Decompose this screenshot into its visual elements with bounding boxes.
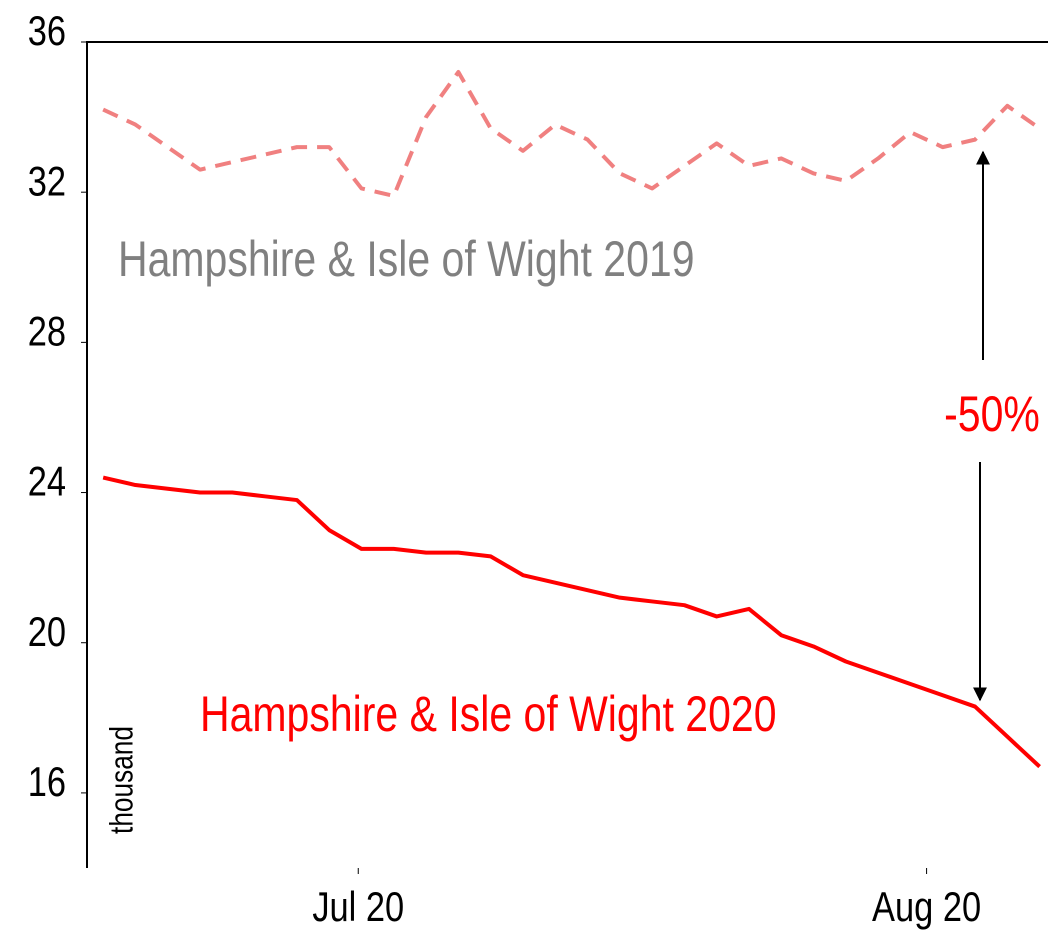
series-label: Hampshire & Isle of Wight 2019 (118, 231, 695, 287)
y-tick-label: 20 (28, 609, 66, 656)
axis-frame (86, 41, 1048, 868)
x-tick-label: Jul 20 (312, 884, 404, 931)
y-axis-label: thousand (105, 726, 140, 834)
y-tick-label: 32 (28, 158, 66, 205)
y-tick-label: 24 (28, 458, 66, 505)
series-line (102, 475, 1041, 769)
annotation: -50% (944, 386, 1040, 442)
y-tick-label: 16 (28, 759, 66, 806)
series-line (102, 70, 1041, 198)
series-label: Hampshire & Isle of Wight 2020 (200, 686, 777, 742)
y-tick-label: 36 (28, 8, 66, 55)
y-tick-label: 28 (28, 308, 66, 355)
x-tick-label: Aug 20 (872, 884, 981, 931)
